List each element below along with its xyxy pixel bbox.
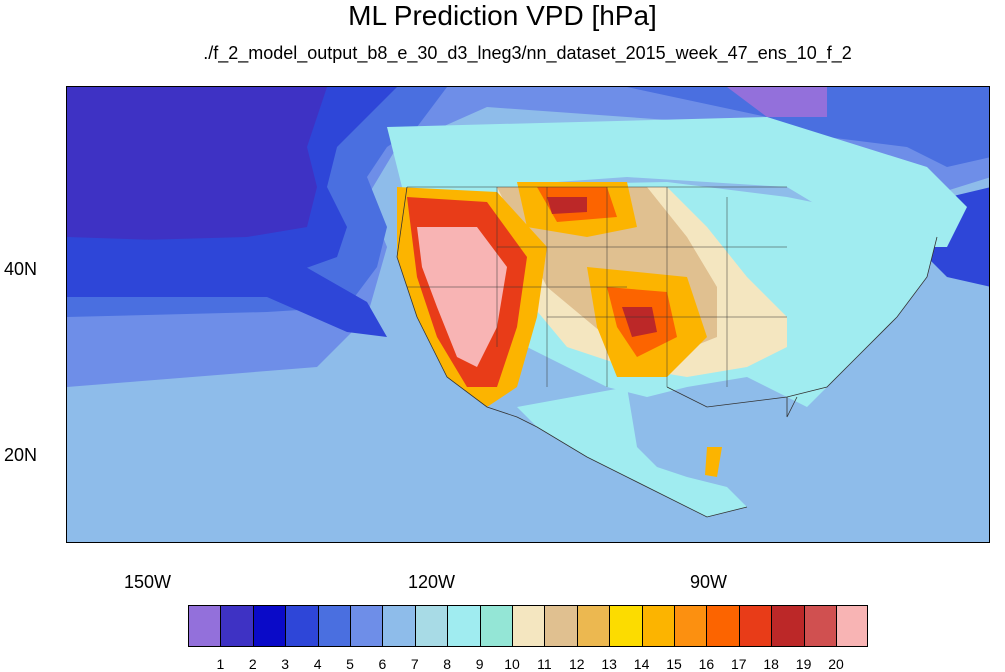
lat-label-20n: 20N [4, 445, 38, 465]
colorbar-swatch [576, 605, 610, 647]
colorbar-label: 10 [504, 656, 520, 672]
colorbar-label: 8 [443, 656, 452, 672]
ocean-hudson [727, 87, 827, 117]
lon-label-90w: 90W [690, 572, 728, 592]
colorbar-swatch [544, 605, 578, 647]
colorbar-swatch [836, 605, 869, 647]
colorbar-swatch [641, 605, 675, 647]
colorbar-label: 2 [248, 656, 257, 672]
colorbar-label: 18 [763, 656, 779, 672]
lat-label-40n: 40N [4, 259, 38, 279]
map-subtitle: ./f_2_model_output_b8_e_30_d3_lneg3/nn_d… [203, 43, 852, 63]
colorbar-swatch [674, 605, 707, 647]
coastlines [396, 186, 938, 518]
colorbar-swatch [220, 605, 254, 647]
colorbar-swatch [803, 605, 837, 647]
colorbar-swatch [512, 605, 545, 647]
colorbar-label: 7 [410, 656, 419, 672]
colorbar-swatch [188, 605, 221, 647]
colorbar-swatch [252, 605, 286, 647]
colorbar-swatch [350, 605, 383, 647]
lon-label-150w: 150W [124, 572, 172, 592]
colorbar-label: 11 [537, 656, 552, 672]
colorbar-label: 5 [346, 656, 354, 672]
colorbar-swatch [317, 605, 351, 647]
colorbar-label: 3 [281, 656, 290, 672]
colorbar-swatch [738, 605, 772, 647]
colorbar-swatch [382, 605, 416, 647]
colorbar-label: 12 [569, 656, 585, 672]
ocean-arctic [627, 87, 989, 167]
land-mexico [517, 387, 747, 517]
colorbar-label: 19 [795, 656, 812, 672]
colorbar-label: 1 [216, 656, 225, 672]
hot-darkred-north [547, 197, 587, 214]
colorbar-swatch [447, 605, 481, 647]
colorbar-swatch [414, 605, 448, 647]
ocean-pacific-west [67, 237, 387, 337]
colorbar-label: 17 [731, 656, 747, 672]
ocean-gulf [627, 387, 787, 477]
state-borders [407, 186, 787, 387]
colorbar-label: 4 [313, 656, 322, 672]
land-canada [387, 117, 967, 247]
ocean-pacific-deepest [67, 87, 327, 242]
vpd-contour-map [67, 87, 989, 542]
colorbar-label: 9 [475, 656, 484, 672]
colorbar-label: 15 [666, 656, 682, 672]
colorbar-swatch [706, 605, 740, 647]
map-title: ML Prediction VPD [hPa] [348, 0, 657, 31]
hot-pink-west [417, 227, 507, 367]
colorbar-label: 14 [633, 656, 650, 672]
lon-label-120w: 120W [408, 572, 456, 592]
colorbar-label: 16 [698, 656, 715, 672]
colorbar-label: 20 [828, 656, 844, 672]
colorbar-label: 6 [378, 656, 387, 672]
hot-yucatan [705, 447, 722, 477]
colorbar-label: 13 [601, 656, 617, 672]
colorbar-swatch [771, 605, 805, 647]
colorbar-swatch [479, 605, 513, 647]
colorbar-swatch [609, 605, 643, 647]
colorbar-swatch [285, 605, 319, 647]
map-plot-area [66, 86, 990, 543]
hot-darkred-south [622, 307, 657, 337]
